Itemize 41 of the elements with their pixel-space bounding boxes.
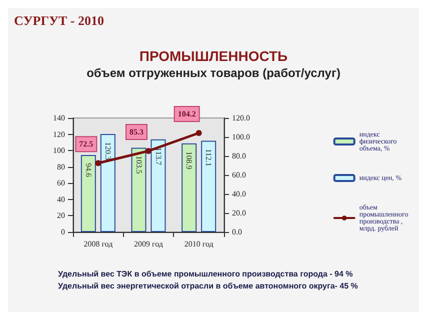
y-tick-label: 0 (61, 228, 65, 236)
y-tick-label: 140 (53, 114, 65, 122)
data-label: 112.1 (204, 148, 214, 166)
bar (100, 134, 116, 232)
y2-tick-label: 0.0 (232, 228, 242, 236)
y2-tick-label: 80.0 (232, 152, 246, 160)
text: Удельный вес энергетической отрасли в объеме автономного округа- 45 % (58, 282, 358, 290)
y2-tick-label: 100.0 (232, 132, 250, 142)
bar (150, 139, 166, 232)
data-label: 94.6 (84, 162, 93, 177)
bar (80, 154, 96, 232)
chart-title: ПРОМЫШЛЕННОСТЬ (139, 48, 288, 64)
data-label: 104.2 (178, 110, 196, 119)
x-tick-label: 2010 год (184, 240, 214, 248)
text: Удельный вес ТЭК в объеме промышленного производства города - 94 % (58, 270, 353, 278)
data-label: 85.3 (130, 127, 144, 136)
y2-tick-label: 60.0 (232, 170, 246, 180)
bar (182, 143, 197, 232)
x-tick-label: 2009 год (134, 240, 163, 248)
chart-subtitle: объем отгруженных товаров (работ/услуг) (86, 66, 340, 80)
bar (131, 148, 146, 232)
y-tick-label: 100 (53, 146, 65, 156)
data-label: 103.5 (134, 156, 144, 174)
x-tick-label: 2008 год (84, 240, 113, 248)
y2-tick-label: 120.0 (232, 114, 250, 122)
bar (201, 140, 216, 232)
text: СУРГУТ - 2010 (14, 13, 104, 28)
point (146, 148, 152, 154)
y2-tick-label: 20.0 (232, 208, 246, 218)
y2-tick-label: 40.0 (232, 190, 246, 198)
data-label: 108.9 (184, 151, 194, 170)
y-tick-label: 40 (57, 194, 65, 204)
y-tick-label: 120 (53, 130, 65, 139)
data-label: 72.5 (79, 140, 94, 149)
data-label: 120.3 (103, 142, 112, 160)
point (95, 160, 102, 166)
y-tick-label: 20 (57, 211, 65, 220)
data-label: 113.7 (154, 147, 163, 166)
point (196, 130, 202, 136)
y-tick-label: 80 (57, 162, 65, 172)
y-tick-label: 60 (57, 178, 65, 188)
